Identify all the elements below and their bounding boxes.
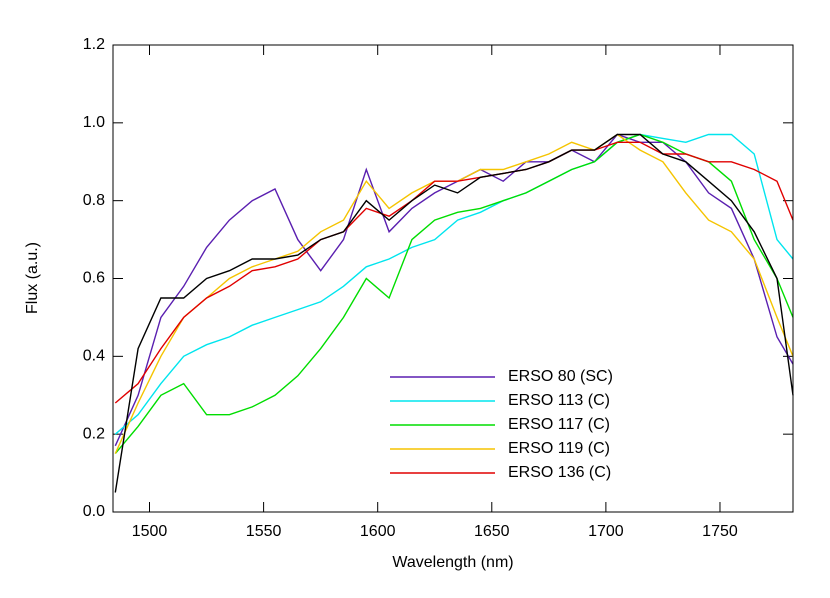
- x-tick-label: 1500: [132, 523, 168, 540]
- x-tick-label: 1550: [246, 523, 282, 540]
- x-tick-label: 1650: [474, 523, 510, 540]
- legend-label: ERSO 117 (C): [508, 416, 610, 433]
- y-tick-label: 1.0: [83, 114, 105, 131]
- x-tick-label: 1600: [360, 523, 396, 540]
- legend-label: ERSO 113 (C): [508, 392, 610, 409]
- y-tick-label: 0.2: [83, 425, 105, 442]
- legend-label: ERSO 80 (SC): [508, 368, 613, 385]
- series-line: [114, 133, 794, 435]
- y-tick-label: 0.6: [83, 270, 105, 287]
- legend-label: ERSO 136 (C): [508, 464, 611, 481]
- x-tick-label: 1750: [702, 523, 738, 540]
- y-tick-label: 0.4: [83, 348, 105, 365]
- plot-frame: [112, 44, 794, 513]
- y-tick-label: 0.8: [83, 192, 105, 209]
- legend-label: ERSO 119 (C): [508, 440, 610, 457]
- y-tick-label: 0.0: [83, 503, 105, 520]
- y-axis-label: Flux (a.u.): [24, 242, 41, 314]
- x-axis-label: Wavelength (nm): [392, 554, 513, 571]
- y-tick-label: 1.2: [83, 36, 105, 53]
- series-line: [114, 141, 794, 404]
- series-line: [114, 133, 794, 493]
- x-tick-label: 1700: [588, 523, 624, 540]
